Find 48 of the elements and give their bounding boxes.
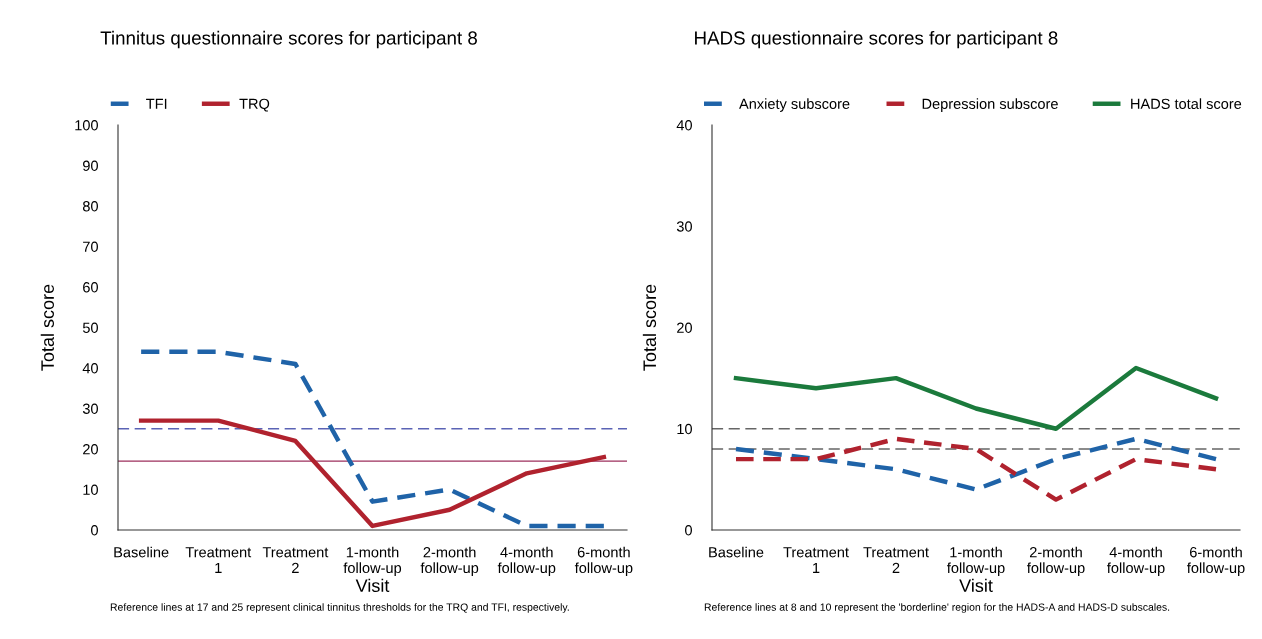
y-tick-label: 40 bbox=[676, 120, 692, 131]
x-tick-label: 1-month follow-up bbox=[343, 546, 402, 576]
x-tick-label: Treatment 1 bbox=[783, 547, 849, 573]
x-tick-label: 1-month follow-up bbox=[947, 546, 1005, 576]
x-tick-label: Baseline bbox=[114, 546, 169, 558]
x-tick-label: 4-month follow-up bbox=[1107, 546, 1165, 576]
y-tick-label: 20 bbox=[677, 322, 692, 333]
x-tick-label: 2-month follow-up bbox=[420, 546, 479, 576]
line-series bbox=[733, 436, 1219, 502]
x-tick-label: Baseline bbox=[709, 546, 764, 558]
y-tick-label: 30 bbox=[82, 403, 98, 414]
chart-title: HADS questionnaire scores for participant 8 bbox=[695, 30, 1058, 49]
y-tick-label: 40 bbox=[82, 363, 98, 374]
x-tick-label: 6-month follow-up bbox=[574, 546, 633, 576]
line-series bbox=[138, 349, 607, 529]
x-tick-label: 2-month follow-up bbox=[1027, 546, 1085, 576]
y-axis-title: Total score bbox=[642, 284, 657, 371]
y-tick-label: 80 bbox=[82, 201, 98, 212]
legend-label: Depression subscore bbox=[922, 98, 1058, 112]
line-series bbox=[138, 418, 607, 529]
x-tick-label: Treatment 2 bbox=[262, 547, 329, 573]
line-series bbox=[733, 436, 1219, 492]
x-tick-label: Treatment 2 bbox=[863, 547, 929, 573]
y-axis-title: Total score bbox=[40, 284, 54, 371]
legend-label: TFI bbox=[146, 98, 167, 109]
line-series bbox=[733, 365, 1219, 431]
x-axis-title: Visit bbox=[959, 578, 993, 593]
text: Reference lines at 8 and 10 represent the 'borderline' region for the HADS-A and HADS-D subscales. bbox=[704, 603, 1170, 613]
y-tick-label: 50 bbox=[82, 322, 98, 333]
x-axis-title: Visit bbox=[355, 578, 390, 593]
chart-title: Tinnitus questionnaire scores for participant 8 bbox=[100, 30, 477, 49]
y-tick-label: 60 bbox=[83, 282, 98, 293]
y-tick-label: 70 bbox=[83, 241, 98, 252]
y-tick-label: 90 bbox=[83, 160, 98, 171]
y-tick-label: 100 bbox=[75, 120, 98, 131]
y-tick-label: 0 bbox=[91, 525, 98, 536]
legend-label: Anxiety subscore bbox=[739, 98, 850, 112]
y-tick-label: 30 bbox=[676, 221, 692, 232]
legend-label: TRQ bbox=[239, 98, 270, 112]
y-tick-label: 0 bbox=[685, 525, 692, 536]
x-tick-label: Treatment 1 bbox=[185, 547, 252, 573]
text: Reference lines at 17 and 25 represent clinical tinnitus thresholds for the TRQ and TFI, respectively. bbox=[110, 603, 569, 613]
y-tick-label: 10 bbox=[677, 423, 692, 435]
legend-label: HADS total score bbox=[1131, 98, 1242, 109]
x-tick-label: 6-month follow-up bbox=[1187, 546, 1245, 576]
y-tick-label: 10 bbox=[83, 484, 98, 495]
y-tick-label: 20 bbox=[83, 444, 98, 455]
x-tick-label: 4-month follow-up bbox=[497, 546, 556, 576]
